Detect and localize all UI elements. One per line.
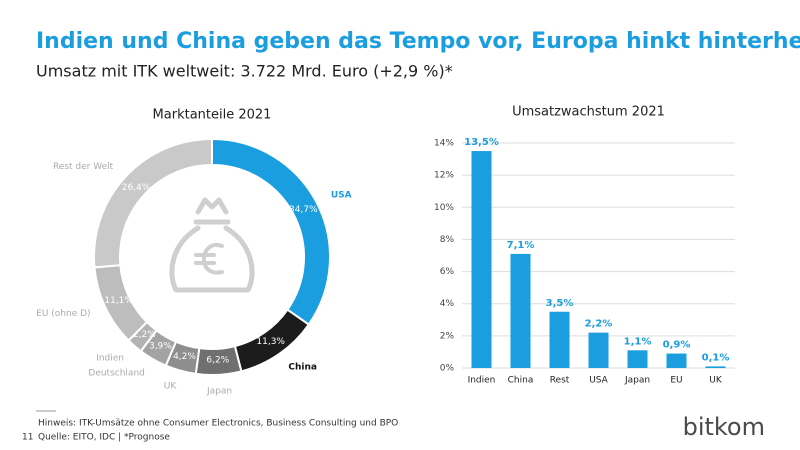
bag-body	[169, 225, 255, 293]
category-label: UK	[164, 382, 178, 392]
category-label: EU (ohne D)	[36, 309, 90, 319]
x-tick-label: USA	[589, 376, 608, 386]
y-tick-label: 12%	[434, 171, 454, 181]
slide-title: Indien und China geben das Tempo vor, Eu…	[36, 29, 800, 54]
value-label: 1,1%	[624, 336, 652, 347]
x-tick-label: China	[508, 376, 534, 386]
category-label: Japan	[206, 386, 232, 396]
value-label: 6,2%	[206, 355, 229, 365]
value-label: 11,1%	[104, 296, 133, 306]
value-label: 7,1%	[507, 240, 535, 251]
category-label: China	[288, 363, 317, 373]
value-label: 4,2%	[173, 352, 196, 362]
value-label: 0,9%	[663, 340, 691, 351]
x-tick-label: Japan	[624, 376, 650, 386]
y-tick-label: 6%	[440, 267, 455, 277]
euro-sign	[194, 242, 224, 275]
bar	[588, 332, 609, 368]
value-label: 26,4%	[122, 183, 151, 193]
logo: bitkom	[683, 413, 765, 441]
y-tick-label: 2%	[440, 331, 455, 341]
bar	[471, 151, 492, 368]
category-label: Deutschland	[88, 368, 144, 378]
y-tick-label: 10%	[434, 203, 454, 213]
bag-top	[195, 197, 229, 215]
x-tick-label: Indien	[468, 376, 496, 386]
money-bag-icon	[169, 197, 255, 293]
chart-title: Umsatzwachstum 2021	[512, 105, 665, 120]
y-tick-label: 4%	[440, 299, 455, 309]
value-label: 2,2%	[585, 319, 613, 330]
y-tick-label: 8%	[440, 235, 455, 245]
x-tick-label: UK	[709, 376, 723, 386]
value-label: 13,5%	[464, 137, 499, 148]
category-label: Indien	[96, 354, 124, 364]
footnote-source: Quelle: EITO, IDC | *Prognose	[38, 433, 170, 443]
bar	[627, 350, 648, 368]
x-tick-label: Rest	[550, 376, 570, 386]
chart-title: Marktanteile 2021	[153, 108, 272, 123]
bar	[705, 366, 726, 368]
bar	[510, 253, 531, 368]
value-label: 2,2%	[133, 330, 156, 340]
value-label: 11,3%	[256, 337, 285, 347]
y-tick-label: 14%	[434, 139, 454, 149]
category-label: USA	[331, 191, 352, 201]
value-label: 3,9%	[149, 342, 172, 352]
value-label: 0,1%	[702, 352, 730, 363]
category-label: Rest der Welt	[53, 162, 114, 172]
slide-subtitle: Umsatz mit ITK weltweit: 3.722 Mrd. Euro…	[36, 62, 453, 81]
bar	[666, 353, 687, 368]
y-tick-label: 0%	[440, 364, 455, 374]
bar	[549, 311, 570, 368]
page-number: 11	[22, 433, 33, 443]
value-label: 34,7%	[289, 205, 318, 215]
pie-segment	[93, 137, 213, 269]
x-tick-label: EU	[670, 376, 682, 386]
value-label: 3,5%	[546, 298, 574, 309]
footnote-note: Hinweis: ITK-Umsätze ohne Consumer Elect…	[38, 419, 398, 429]
